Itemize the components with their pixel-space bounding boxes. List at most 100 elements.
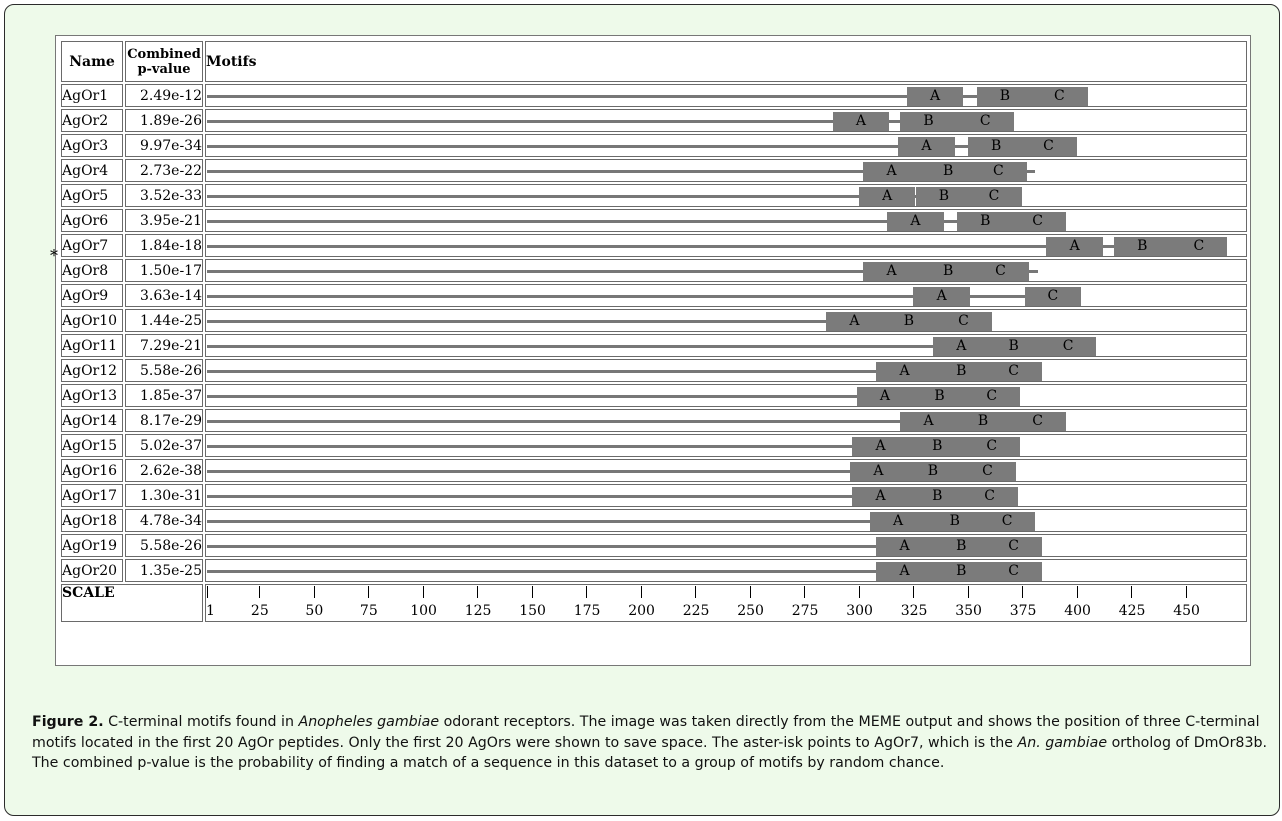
- row-name: AgOr4: [61, 159, 123, 182]
- motif-block-a: A: [852, 487, 909, 506]
- table-row: AgOr12 5.58e-26 A B C: [61, 359, 1247, 382]
- scale-tick-label: 100: [410, 603, 437, 619]
- table-row: AgOr14 8.17e-29 A B C: [61, 409, 1247, 432]
- motif-block-a: A: [856, 387, 914, 406]
- scale-tick: [858, 586, 860, 598]
- sequence-line: [207, 295, 1075, 298]
- row-name: AgOr12: [61, 359, 123, 382]
- table-row: AgOr16 2.62e-38 A B C: [61, 459, 1247, 482]
- row-name: AgOr2: [61, 109, 123, 132]
- motif-block-a: A: [932, 337, 990, 356]
- row-name: AgOr7: [61, 234, 123, 257]
- scale-tick-label: 325: [900, 603, 928, 619]
- motif-block-c: C: [985, 537, 1042, 556]
- scale-tick-label: 150: [519, 603, 546, 619]
- motif-block-c: C: [1020, 137, 1077, 156]
- caption-text-2: odorant receptors. The image was taken d…: [32, 714, 1260, 751]
- row-pvalue: 3.52e-33: [125, 184, 203, 207]
- scale-tick-label: 175: [573, 603, 601, 619]
- table-row: AgOr7 1.84e-18 A B C: [61, 234, 1247, 257]
- row-name: AgOr11: [61, 334, 123, 357]
- table-row: AgOr13 1.85e-37 A B C: [61, 384, 1247, 407]
- table-row: AgOr10 1.44e-25 A B C: [61, 309, 1247, 332]
- scale-tick-label: 250: [737, 603, 764, 619]
- sequence-line: [207, 95, 1077, 98]
- sequence-line: [207, 245, 1212, 248]
- row-name: AgOr14: [61, 409, 123, 432]
- figure-panel: Name Combined p-value Motifs AgOr1 2.49e-…: [4, 4, 1280, 816]
- row-pvalue: 1.30e-31: [125, 484, 203, 507]
- table-row: AgOr8 1.50e-17 A B C: [61, 259, 1247, 282]
- row-name: AgOr19: [61, 534, 123, 557]
- row-name: AgOr9: [61, 284, 123, 307]
- header-pvalue: Combined p-value: [125, 41, 203, 82]
- scale-row: SCALE 1 25 50 75 100 125 150 175 200 225 250 275 300…: [61, 584, 1247, 622]
- motif-block-a: A: [869, 512, 927, 531]
- sequence-line: [207, 545, 1036, 548]
- motif-block-a: A: [876, 537, 933, 556]
- table-row: AgOr1 2.49e-12 A B C: [61, 84, 1247, 107]
- scale-tick-label: 225: [682, 603, 710, 619]
- scale-tick: [368, 586, 370, 598]
- motif-block-a: A: [826, 312, 883, 331]
- motif-block-c: C: [935, 312, 992, 331]
- row-pvalue: 1.84e-18: [125, 234, 203, 257]
- row-name: AgOr20: [61, 559, 123, 582]
- caption-species: Anopheles gambiae: [298, 714, 440, 730]
- sequence-line: [207, 370, 1036, 373]
- motif-block-c: C: [961, 487, 1018, 506]
- motif-block-a: A: [898, 137, 955, 156]
- row-pvalue: 4.78e-34: [125, 509, 203, 532]
- sequence-line: [207, 395, 1014, 398]
- motif-block-b: B: [932, 562, 990, 581]
- motif-block-b: B: [932, 362, 990, 381]
- row-pvalue: 3.95e-21: [125, 209, 203, 232]
- header-pvalue-line1: Combined: [127, 46, 201, 62]
- motif-block-c: C: [1024, 287, 1082, 306]
- motif-block-b: B: [915, 187, 973, 206]
- table-body: AgOr1 2.49e-12 A B C AgOr2 1.89e-26 A B C AgOr3 9.9…: [61, 84, 1247, 582]
- row-pvalue: 5.02e-37: [125, 434, 203, 457]
- scale-tick: [477, 586, 479, 598]
- caption-label: Figure 2.: [32, 714, 104, 730]
- scale-tick-label: 75: [359, 603, 378, 619]
- row-pvalue: 2.73e-22: [125, 159, 203, 182]
- sequence-line: [207, 145, 1060, 148]
- row-pvalue: 2.49e-12: [125, 84, 203, 107]
- sequence-line: [207, 170, 1036, 173]
- motif-block-c: C: [959, 462, 1016, 481]
- table-row: AgOr17 1.30e-31 A B C: [61, 484, 1247, 507]
- row-pvalue: 5.58e-26: [125, 359, 203, 382]
- scale-tick: [259, 586, 261, 598]
- sequence-line: [207, 570, 1036, 573]
- scale-tick-label: 50: [305, 603, 324, 619]
- motif-block-c: C: [1170, 237, 1228, 256]
- motif-block-a: A: [858, 187, 916, 206]
- row-name: AgOr18: [61, 509, 123, 532]
- table-row: AgOr5 3.52e-33 A B C: [61, 184, 1247, 207]
- scale-tick: [531, 586, 533, 598]
- row-name: AgOr1: [61, 84, 123, 107]
- scale-axis: 1 25 50 75 100 125 150 175 200 225 250 275 300 325 350…: [205, 584, 1247, 622]
- table-row: AgOr15 5.02e-37 A B C: [61, 434, 1247, 457]
- scale-tick-label: 200: [628, 603, 655, 619]
- motif-table: Name Combined p-value Motifs AgOr1 2.49e-…: [59, 39, 1249, 624]
- scale-tick: [804, 586, 806, 598]
- motif-block-c: C: [970, 162, 1027, 181]
- motif-block-a: A: [863, 162, 920, 181]
- motif-block-a: A: [913, 287, 970, 306]
- row-name: AgOr6: [61, 209, 123, 232]
- scale-tick: [1185, 586, 1187, 598]
- scale-tick-label: 350: [955, 603, 982, 619]
- scale-tick: [1131, 586, 1133, 598]
- header-motifs: Motifs: [205, 41, 1247, 82]
